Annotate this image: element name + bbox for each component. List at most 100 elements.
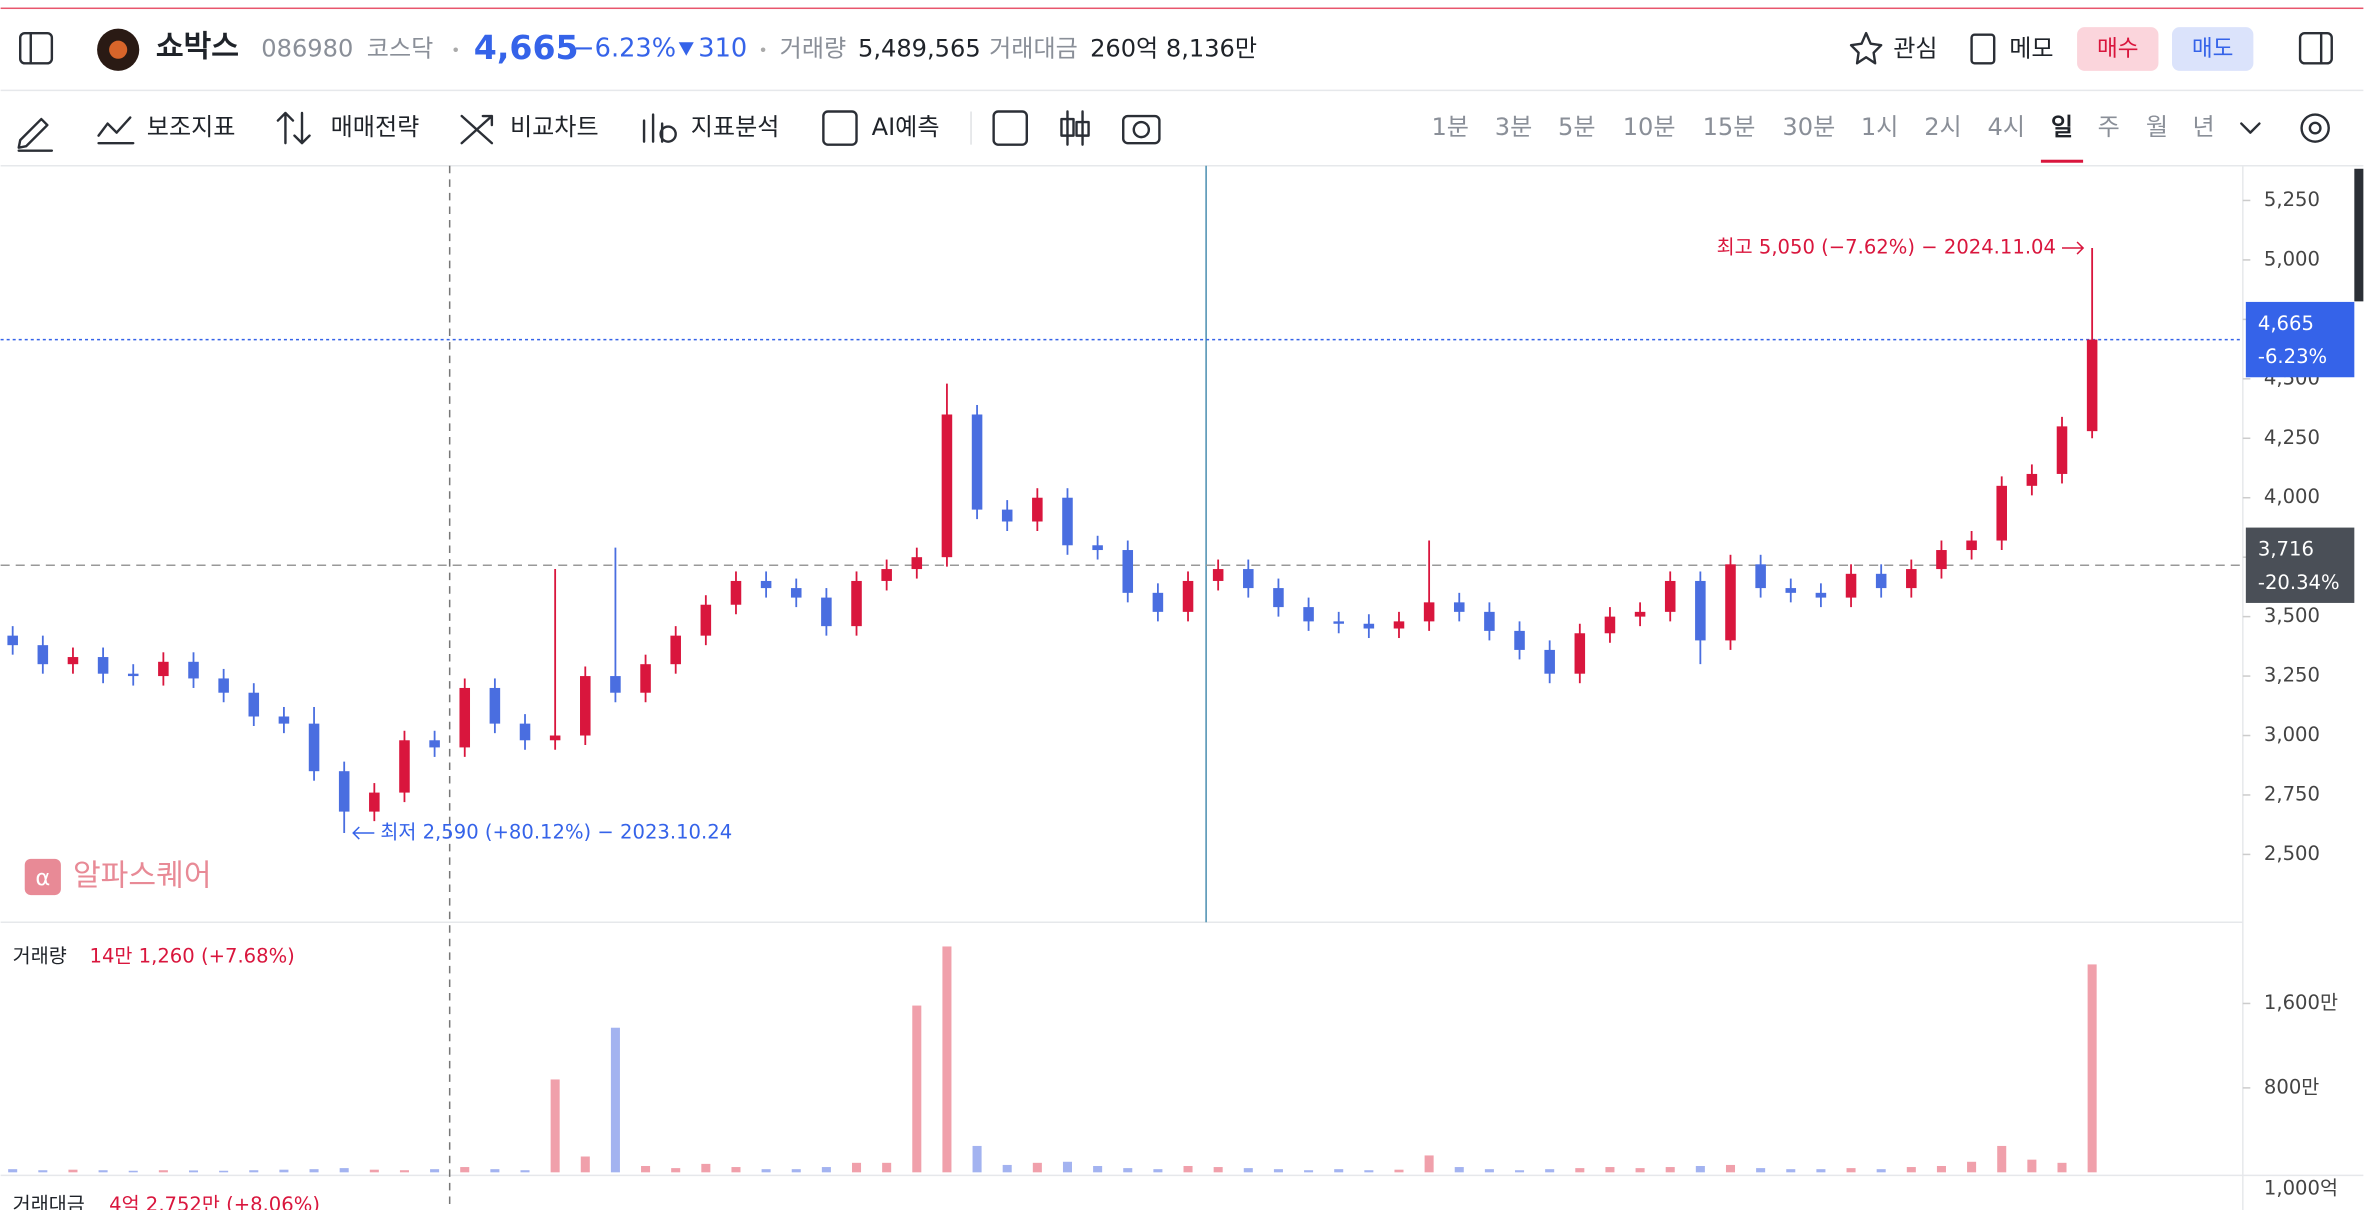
- candle-body: [1664, 580, 1676, 612]
- more-timeframes[interactable]: [2240, 122, 2261, 134]
- timeframe-button[interactable]: 월: [2146, 113, 2168, 141]
- volume-bar: [490, 1169, 500, 1173]
- settings-icon[interactable]: [2300, 113, 2330, 143]
- watch-button[interactable]: 관심: [1893, 35, 1937, 63]
- tool-button[interactable]: AI예측: [872, 113, 940, 141]
- volume-bar: [1846, 1168, 1856, 1173]
- volume-bar: [701, 1163, 711, 1173]
- candle-body: [851, 580, 862, 627]
- volume-bar: [1695, 1165, 1705, 1173]
- volume-bar: [821, 1167, 831, 1173]
- draw-tool[interactable]: [17, 117, 54, 152]
- down-arrow: [678, 42, 694, 56]
- watermark-logo-glyph: α: [35, 865, 50, 891]
- candle-body: [1273, 588, 1284, 608]
- candle-icon[interactable]: [1066, 110, 1084, 146]
- volume-bar: [1273, 1169, 1283, 1173]
- volume-bar: [671, 1168, 681, 1173]
- volume-bar: [430, 1169, 440, 1173]
- y-tick-label: 4,000: [2264, 485, 2320, 508]
- volume-bar: [1484, 1169, 1494, 1173]
- volume-bar: [1454, 1167, 1464, 1173]
- y-tick-label: 4,250: [2264, 426, 2320, 449]
- settings-icon-center: [2308, 121, 2322, 135]
- tool-button[interactable]: 보조지표: [147, 113, 236, 141]
- candle-body: [1182, 580, 1194, 612]
- timeframe-button[interactable]: 주: [2098, 113, 2120, 141]
- y-tick-label: 5,250: [2264, 188, 2320, 211]
- volume-bar: [1002, 1164, 1012, 1173]
- timeframe-button[interactable]: 5분: [1558, 113, 1596, 141]
- timeframe-button[interactable]: 15분: [1703, 113, 1756, 141]
- timeframe-underline: [2040, 159, 2084, 163]
- toolbar: 보조지표 매매전략 비교차트 지표분석 AI예측 1분 3분 5분 10분 15분 30분 1시 2시 4…: [147, 113, 2215, 163]
- high-annotation: 최고 5,050 (−7.62%) − 2024.11.04: [1717, 236, 2056, 259]
- sidebar-toggle[interactable]: [19, 31, 54, 65]
- volume-bar: [1032, 1162, 1042, 1173]
- candle-body: [700, 604, 712, 636]
- memo-button[interactable]: 메모: [2009, 35, 2053, 63]
- volume-bar: [1213, 1167, 1223, 1173]
- panel-toggle[interactable]: [2298, 31, 2333, 65]
- candle-body: [580, 676, 591, 736]
- ai-icon[interactable]: [822, 110, 858, 146]
- candle-icon-body: [1075, 120, 1090, 137]
- sell-button[interactable]: 매도: [2192, 36, 2234, 62]
- market: 코스닥: [367, 35, 434, 63]
- candle-body: [971, 414, 983, 510]
- volume-bar: [520, 1170, 530, 1173]
- timeframe-button[interactable]: 10분: [1623, 113, 1676, 141]
- layout-icon[interactable]: [992, 110, 1028, 146]
- volume-bar: [1243, 1168, 1253, 1173]
- buy-button[interactable]: 매수: [2097, 36, 2139, 62]
- sell-button-bg[interactable]: [2172, 27, 2254, 71]
- timeframe-button[interactable]: 30분: [1782, 113, 1835, 141]
- high-arrow: [2062, 241, 2085, 255]
- star-icon[interactable]: [1849, 31, 1883, 65]
- candle-body: [1604, 616, 1616, 634]
- y-tick-label: 3,500: [2264, 604, 2320, 627]
- volume-bar: [882, 1162, 892, 1173]
- dot: [453, 47, 458, 52]
- volume-bar: [912, 1005, 922, 1173]
- scrollbar[interactable]: [2354, 168, 2364, 302]
- timeframe-button[interactable]: 1시: [1861, 113, 1899, 141]
- volume-bar: [249, 1170, 259, 1173]
- volume-bar: [1786, 1169, 1796, 1173]
- volume-bar: [852, 1162, 862, 1173]
- tool-button[interactable]: 지표분석: [691, 113, 780, 141]
- y-tick-label: 800만: [2264, 1075, 2319, 1098]
- candle-body: [2086, 339, 2098, 432]
- candle-body: [1152, 592, 1164, 612]
- timeframe-button[interactable]: 4시: [1987, 113, 2025, 141]
- timeframe-button[interactable]: 2시: [1924, 113, 1962, 141]
- memo-icon[interactable]: [1970, 33, 1996, 65]
- tool-button[interactable]: 매매전략: [331, 113, 420, 141]
- volume-bar: [1665, 1167, 1675, 1173]
- volume-bar: [2087, 964, 2097, 1173]
- candle-body: [429, 740, 440, 748]
- candle-body: [1303, 607, 1314, 622]
- candle-body: [821, 597, 832, 627]
- candle-body: [549, 735, 561, 741]
- volume-bar: [1515, 1170, 1525, 1173]
- strategy-icon[interactable]: [276, 111, 311, 145]
- timeframe-button[interactable]: 1분: [1431, 113, 1468, 141]
- candle-body: [610, 676, 621, 693]
- volume-bar: [1304, 1170, 1314, 1173]
- candle-body: [519, 723, 531, 741]
- buy-button-bg[interactable]: [2077, 27, 2159, 71]
- screenshot-icon[interactable]: [1122, 114, 1161, 145]
- candle-body: [369, 792, 380, 812]
- timeframe-button[interactable]: 3분: [1495, 113, 1533, 141]
- timeframe-button[interactable]: 일: [2051, 113, 2073, 141]
- candle-body: [1514, 630, 1525, 650]
- watermark: 알파스퀘어: [73, 858, 212, 893]
- ref-price-tag-pct: -20.34%: [2258, 571, 2340, 594]
- compare-icon[interactable]: [460, 114, 494, 145]
- volume-bar: [158, 1170, 168, 1173]
- stock-name: 쇼박스: [156, 30, 239, 65]
- tool-button[interactable]: 비교차트: [510, 113, 599, 141]
- indicator-icon[interactable]: [97, 116, 135, 145]
- timeframe-button[interactable]: 년: [2193, 113, 2215, 141]
